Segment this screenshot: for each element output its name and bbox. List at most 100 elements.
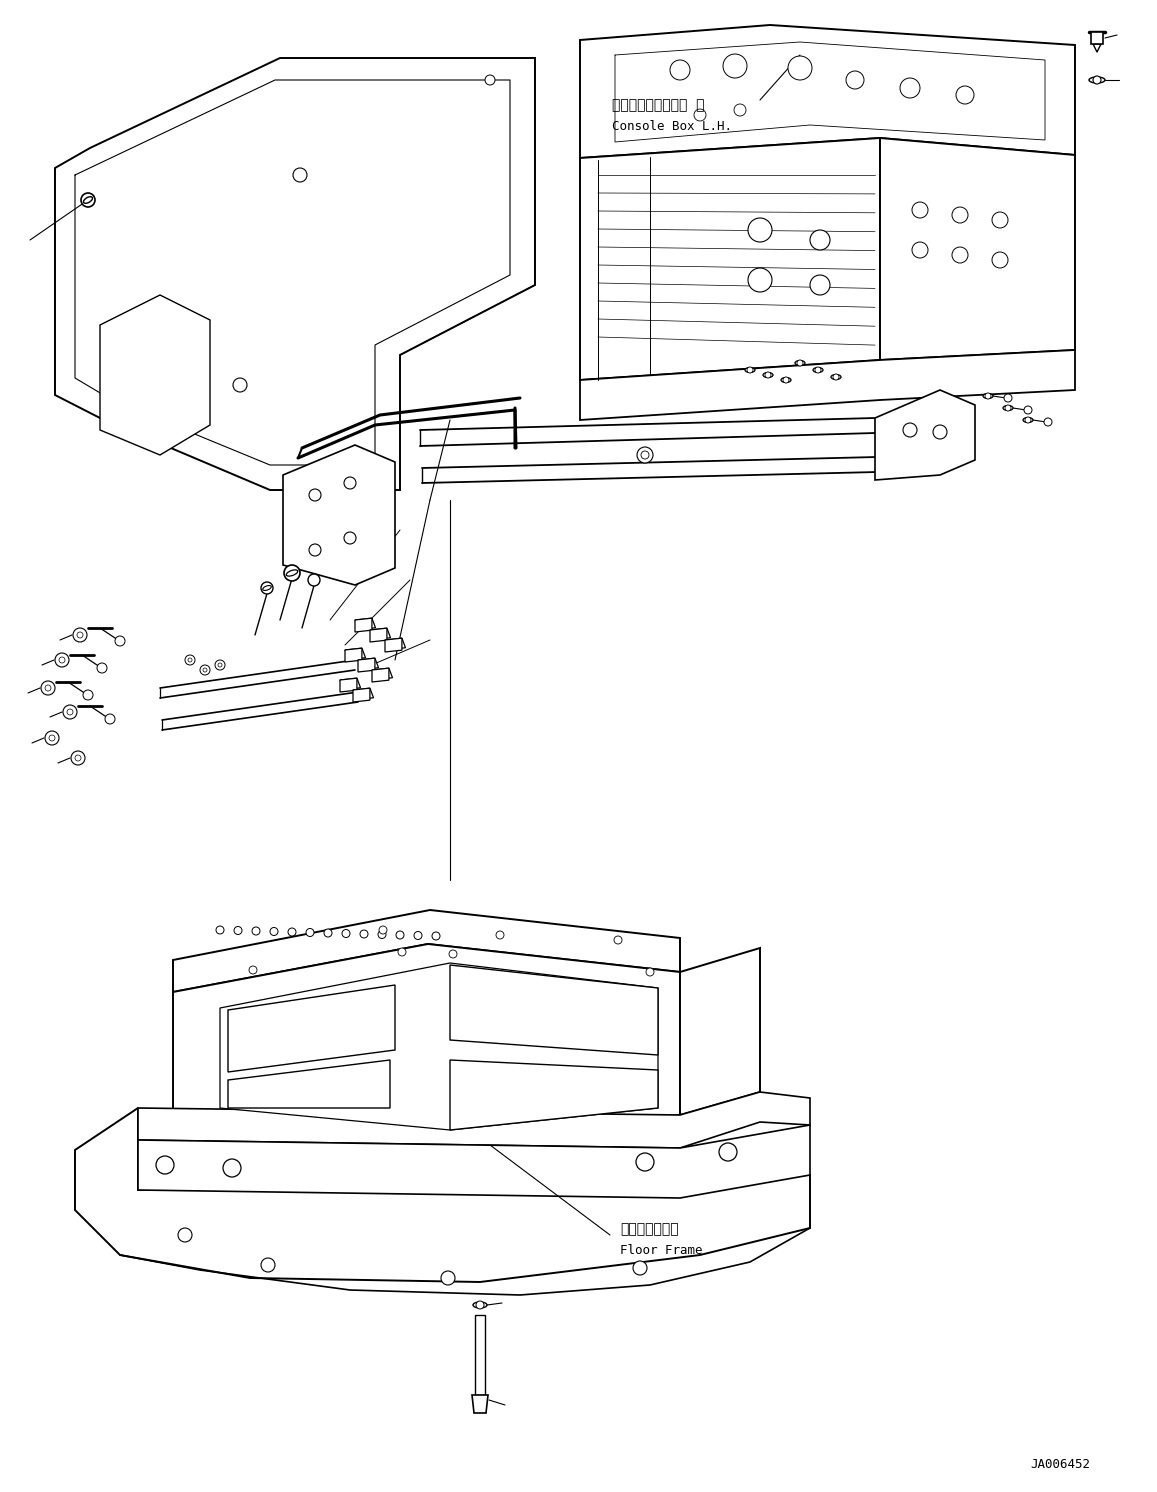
- Circle shape: [200, 665, 211, 674]
- Circle shape: [933, 425, 946, 439]
- Circle shape: [40, 680, 56, 695]
- Ellipse shape: [473, 1303, 487, 1308]
- Circle shape: [900, 78, 920, 98]
- Polygon shape: [138, 1092, 810, 1147]
- Polygon shape: [385, 639, 405, 649]
- Circle shape: [614, 935, 622, 944]
- Circle shape: [305, 928, 314, 937]
- Polygon shape: [340, 679, 356, 692]
- Circle shape: [261, 582, 273, 594]
- Text: Floor Frame: Floor Frame: [620, 1244, 702, 1256]
- Circle shape: [441, 1271, 455, 1285]
- Circle shape: [952, 248, 968, 263]
- Polygon shape: [174, 910, 680, 992]
- Circle shape: [747, 218, 772, 242]
- Circle shape: [783, 377, 789, 383]
- Text: Console Box L.H.: Console Box L.H.: [612, 119, 732, 133]
- Circle shape: [952, 207, 968, 222]
- Polygon shape: [373, 668, 389, 682]
- Polygon shape: [100, 295, 211, 455]
- Circle shape: [765, 372, 771, 377]
- Polygon shape: [373, 668, 392, 679]
- Circle shape: [1004, 394, 1012, 401]
- Circle shape: [105, 715, 115, 724]
- Circle shape: [718, 1143, 737, 1161]
- Circle shape: [815, 367, 821, 373]
- Polygon shape: [358, 658, 375, 671]
- Polygon shape: [875, 389, 975, 480]
- Circle shape: [45, 731, 59, 745]
- Text: JA006452: JA006452: [1030, 1458, 1090, 1471]
- Circle shape: [344, 477, 356, 489]
- Circle shape: [670, 60, 690, 81]
- Circle shape: [67, 709, 73, 715]
- Circle shape: [734, 104, 746, 116]
- Polygon shape: [580, 25, 1075, 158]
- Polygon shape: [56, 58, 535, 489]
- Circle shape: [308, 574, 320, 586]
- Circle shape: [59, 656, 65, 662]
- Circle shape: [476, 1301, 484, 1308]
- Circle shape: [747, 367, 753, 373]
- Polygon shape: [370, 628, 386, 642]
- Circle shape: [432, 932, 440, 940]
- Circle shape: [378, 931, 386, 938]
- Ellipse shape: [1089, 78, 1105, 84]
- Circle shape: [902, 424, 918, 437]
- Circle shape: [912, 201, 928, 218]
- Ellipse shape: [781, 377, 791, 382]
- Ellipse shape: [983, 394, 993, 398]
- Circle shape: [985, 392, 992, 398]
- Ellipse shape: [762, 373, 773, 377]
- Circle shape: [283, 565, 300, 580]
- Polygon shape: [1091, 31, 1103, 43]
- Circle shape: [360, 930, 368, 938]
- Circle shape: [81, 192, 95, 207]
- Ellipse shape: [795, 361, 805, 366]
- Circle shape: [83, 689, 93, 700]
- Polygon shape: [580, 351, 1075, 421]
- Polygon shape: [283, 445, 395, 585]
- Circle shape: [956, 87, 974, 104]
- Polygon shape: [345, 648, 362, 662]
- Circle shape: [833, 374, 839, 380]
- Ellipse shape: [263, 585, 271, 591]
- Circle shape: [636, 1153, 654, 1171]
- Circle shape: [71, 750, 84, 765]
- Circle shape: [747, 269, 772, 292]
- Polygon shape: [75, 1109, 810, 1282]
- Text: コンソールボックス  左: コンソールボックス 左: [612, 98, 705, 112]
- Circle shape: [97, 662, 106, 673]
- Polygon shape: [580, 137, 880, 380]
- Circle shape: [215, 659, 224, 670]
- Circle shape: [344, 533, 356, 545]
- Circle shape: [202, 668, 207, 671]
- Circle shape: [223, 1159, 241, 1177]
- Circle shape: [788, 57, 812, 81]
- Circle shape: [49, 736, 56, 742]
- Circle shape: [218, 662, 222, 667]
- Circle shape: [45, 685, 51, 691]
- Circle shape: [485, 75, 495, 85]
- Circle shape: [641, 451, 649, 460]
- Circle shape: [115, 636, 125, 646]
- Circle shape: [75, 755, 81, 761]
- Circle shape: [78, 633, 83, 639]
- Ellipse shape: [813, 367, 823, 373]
- Circle shape: [496, 931, 504, 938]
- Circle shape: [992, 212, 1008, 228]
- Circle shape: [270, 928, 278, 935]
- Polygon shape: [472, 1395, 488, 1413]
- Circle shape: [414, 931, 422, 940]
- Polygon shape: [355, 618, 376, 630]
- Ellipse shape: [745, 367, 756, 373]
- Polygon shape: [450, 1059, 658, 1129]
- Polygon shape: [228, 1059, 390, 1109]
- Circle shape: [398, 947, 406, 956]
- Circle shape: [234, 927, 242, 934]
- Circle shape: [187, 658, 192, 662]
- Polygon shape: [450, 965, 658, 1055]
- Circle shape: [233, 377, 246, 392]
- Circle shape: [1044, 418, 1052, 427]
- Ellipse shape: [83, 197, 93, 203]
